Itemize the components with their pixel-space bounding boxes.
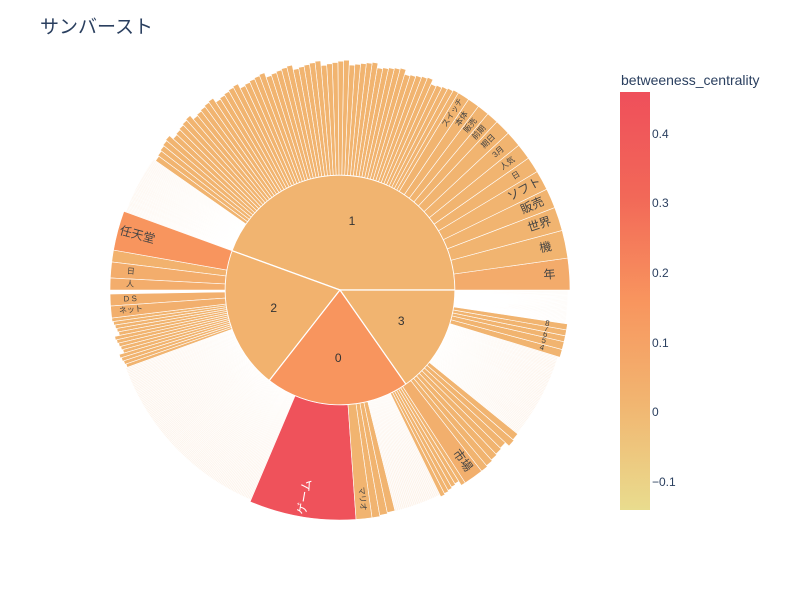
leaf-label: 4 [539, 343, 546, 353]
root-segment-label: 0 [335, 351, 342, 365]
root-segment-label: 2 [270, 301, 277, 315]
leaf-label: 日 [126, 266, 135, 276]
leaf-label: 8 [544, 319, 550, 329]
colorbar-tick-label: 0.3 [652, 196, 669, 211]
leaf-label: マリオ [357, 486, 368, 511]
leaf-label: D S [123, 294, 137, 304]
leaf-label: 機 [538, 238, 553, 255]
leaf-label: 日 [510, 169, 522, 181]
leaf-label: ゲーム [295, 478, 315, 515]
leaf-label: 5 [541, 336, 548, 346]
chart-title: サンバースト [40, 17, 154, 38]
colorbar-tick-label: 0.4 [652, 126, 669, 141]
leaf-label: 人 [126, 280, 134, 289]
leaf-label: ネット [119, 304, 144, 315]
root-segment-label: 3 [398, 314, 405, 328]
leaf-label: 7 [543, 324, 550, 334]
leaf-segment[interactable] [109, 277, 226, 291]
root-segment-label: 1 [349, 214, 356, 228]
leaf-segment[interactable] [402, 380, 483, 484]
leaf-segment[interactable] [113, 210, 233, 271]
colorbar-gradient [620, 92, 650, 510]
colorbar-tick-label: 0.1 [652, 335, 669, 350]
leaf-segment[interactable] [347, 403, 373, 520]
colorbar-title: betweeness_centrality [621, 72, 760, 88]
colorbar-tick-label: −0.1 [652, 475, 676, 490]
colorbar-tick-label: 0.2 [652, 266, 669, 281]
colorbar-tick-label: 0 [652, 405, 659, 420]
leaf-label: 年 [543, 267, 556, 282]
leaf-segment[interactable] [398, 92, 470, 196]
leaf-segment[interactable] [110, 297, 227, 319]
leaf-label: 6 [542, 329, 549, 339]
leaf-segment[interactable] [452, 306, 568, 331]
